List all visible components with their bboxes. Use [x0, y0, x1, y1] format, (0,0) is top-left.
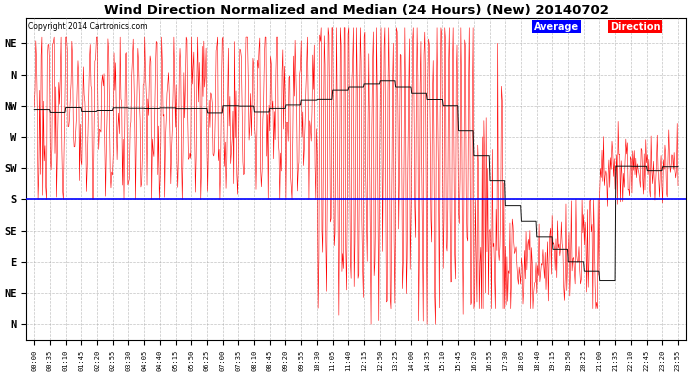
Text: Copyright 2014 Cartronics.com: Copyright 2014 Cartronics.com	[28, 21, 147, 30]
Title: Wind Direction Normalized and Median (24 Hours) (New) 20140702: Wind Direction Normalized and Median (24…	[104, 4, 609, 17]
Text: Average: Average	[534, 21, 580, 32]
Text: Direction: Direction	[610, 21, 660, 32]
